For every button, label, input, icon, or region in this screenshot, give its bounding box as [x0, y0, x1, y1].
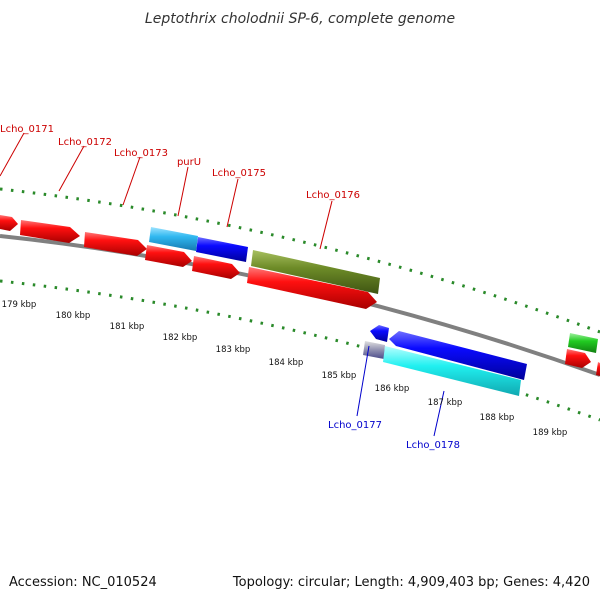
accession-text: Accession: NC_010524 — [9, 575, 157, 590]
gene-block[interactable] — [192, 256, 240, 279]
gene-block[interactable] — [145, 245, 192, 267]
gene-block[interactable] — [568, 333, 598, 353]
gene-label[interactable]: Lcho_0177 — [328, 420, 382, 431]
gene-label[interactable]: Lcho_0175 — [212, 168, 266, 179]
scale-tick-label: 189 kbp — [533, 428, 568, 438]
label-leader — [356, 345, 370, 417]
map-title: Leptothrix cholodnii SP-6, complete geno… — [145, 11, 455, 27]
gene-label[interactable]: Lcho_0173 — [114, 148, 168, 159]
gene-block[interactable] — [363, 341, 385, 359]
gene-block[interactable] — [389, 331, 527, 380]
gene-block[interactable] — [149, 227, 198, 251]
gene-label[interactable]: Lcho_0178 — [406, 440, 460, 451]
scale-tick-label: 183 kbp — [216, 345, 251, 355]
gene-label[interactable]: Lcho_0176 — [306, 190, 360, 201]
genome-backbone — [0, 234, 600, 377]
gene-block[interactable] — [20, 220, 80, 243]
label-leader — [177, 166, 189, 217]
scale-tick-label: 184 kbp — [269, 358, 304, 368]
gene-block[interactable] — [596, 362, 600, 376]
label-leader — [319, 200, 333, 250]
label-leader — [122, 156, 141, 206]
gene-block[interactable] — [0, 215, 18, 231]
gene-block[interactable] — [370, 325, 389, 342]
label-leader — [226, 178, 239, 228]
gene-block[interactable] — [251, 250, 380, 294]
scale-tick-label: 187 kbp — [428, 398, 463, 408]
label-leader — [58, 145, 85, 192]
gene-label[interactable]: purU — [177, 157, 201, 168]
gene-label[interactable]: Lcho_0171 — [0, 124, 54, 135]
scale-tick-label: 188 kbp — [480, 413, 515, 423]
scale-tick-label: 186 kbp — [375, 384, 410, 394]
gene-block[interactable] — [196, 237, 248, 262]
genome-summary-text: Topology: circular; Length: 4,909,403 bp… — [232, 575, 590, 590]
scale-tick-label: 181 kbp — [110, 322, 145, 332]
scale-tick-label: 179 kbp — [2, 300, 37, 310]
gene-block[interactable] — [84, 232, 147, 256]
label-leader — [0, 132, 25, 177]
gene-block[interactable] — [383, 346, 521, 396]
scale-tick-label: 182 kbp — [163, 333, 198, 343]
forward-tick-track — [0, 187, 600, 334]
scale-tick-label: 180 kbp — [56, 311, 91, 321]
label-leader — [433, 390, 445, 437]
gene-label[interactable]: Lcho_0172 — [58, 137, 112, 148]
scale-tick-label: 185 kbp — [322, 371, 357, 381]
reverse-tick-track — [0, 279, 600, 422]
gene-block[interactable] — [565, 349, 591, 368]
gene-block[interactable] — [247, 267, 377, 309]
